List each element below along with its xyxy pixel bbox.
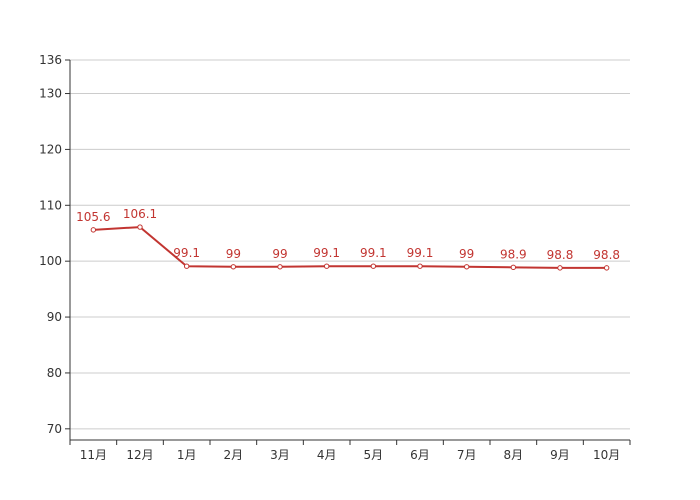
y-tick-label: 130 [39,87,62,101]
x-tick-label: 3月 [270,448,290,462]
data-point [557,265,563,271]
x-tick-label: 12月 [126,448,153,462]
data-label: 99.1 [407,246,434,260]
data-point [510,264,517,271]
data-label: 99 [226,247,241,261]
data-label: 99 [272,247,287,261]
data-point [183,263,190,269]
data-label: 99.1 [313,246,340,260]
data-label: 99.1 [173,246,200,260]
series-line [93,226,607,269]
y-tick-label: 136 [39,53,62,67]
x-tick-label: 11月 [80,448,107,462]
grid-lines [70,59,630,430]
x-tick-label: 5月 [364,448,384,462]
y-tick-label: 120 [39,142,62,156]
x-tick-label: 10月 [593,448,620,462]
y-tick-label: 80 [47,366,62,380]
y-tick-label: 110 [39,198,62,212]
data-point [370,263,377,269]
data-label: 98.8 [593,248,620,262]
data-label: 105.6 [76,210,110,224]
x-tick-label: 7月 [457,448,477,462]
data-label: 99 [459,247,474,261]
data-label: 98.9 [500,247,527,261]
x-tick-label: 4月 [317,448,337,462]
x-axis-ticks: 11月 12月 1月 2月 3月 4月 5月 6月 7月 8月 9月 10月 [69,440,631,462]
y-tick-label: 90 [47,310,62,324]
data-point [230,264,237,270]
data-point [603,265,610,271]
data-labels: 105.6 106.1 99.1 99 99 99.1 99.1 99.1 99 98.9 98.8… [76,207,620,262]
data-label: 99.1 [360,246,387,260]
x-tick-label: 6月 [410,448,430,462]
x-tick-label: 8月 [504,448,524,462]
x-tick-label: 2月 [224,448,244,462]
data-label: 106.1 [123,207,157,221]
data-point [463,264,470,270]
x-tick-label: 1月 [177,448,197,462]
data-point [277,264,283,270]
data-point [137,224,143,230]
data-points [90,224,610,271]
data-point [323,263,330,269]
y-axis-ticks: 70 80 90 100 110 120 130 136 [39,53,70,436]
data-label: 98.8 [547,248,574,262]
series-line-path [93,226,607,269]
data-point [417,263,423,269]
y-tick-label: 100 [39,254,62,268]
data-point [90,227,97,233]
x-tick-label: 9月 [550,448,570,462]
y-tick-label: 70 [47,422,62,436]
